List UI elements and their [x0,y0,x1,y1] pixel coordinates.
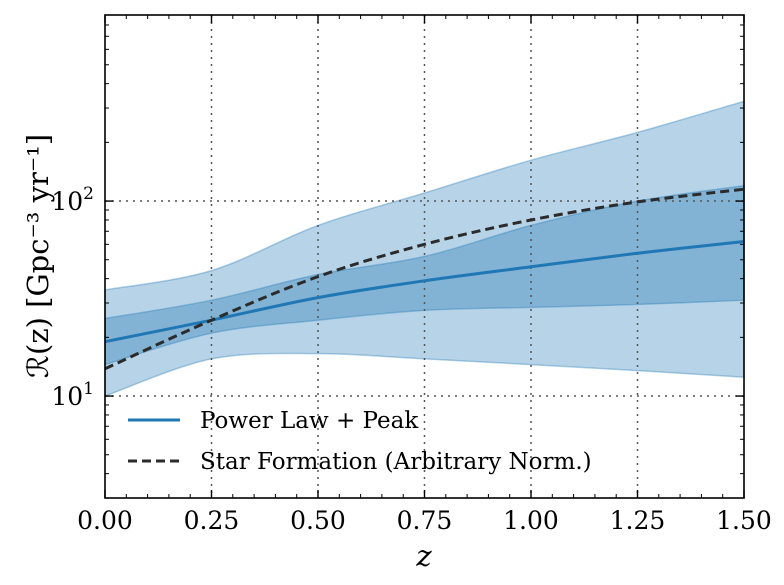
series-lines [104,187,745,371]
x-tick-label: 1.00 [503,506,559,535]
y-tick-label: 102 [51,184,94,216]
x-axis-label: z [415,539,432,573]
x-tick-label: 1.25 [610,506,666,535]
y-tick-label: 101 [51,379,94,411]
y-axis-label: ℛ(z) [Gpc⁻³ yr⁻¹] [21,134,55,378]
series-line-star-formation [104,187,745,371]
legend-label-star-formation: Star Formation (Arbitrary Norm.) [200,449,592,475]
x-tick-label: 0.25 [184,506,240,535]
x-tick-label: 0.75 [397,506,453,535]
x-tick-label: 0.50 [290,506,346,535]
x-tick-label: 1.50 [716,506,772,535]
x-tick-label: 0.00 [77,506,133,535]
legend: Power Law + Peak Star Formation (Arbitra… [128,408,592,475]
axis-ticks: 0.00 0.25 0.50 0.75 1.00 1.25 1.50 101 102 [51,15,772,535]
legend-label-power-law-peak: Power Law + Peak [200,408,419,434]
